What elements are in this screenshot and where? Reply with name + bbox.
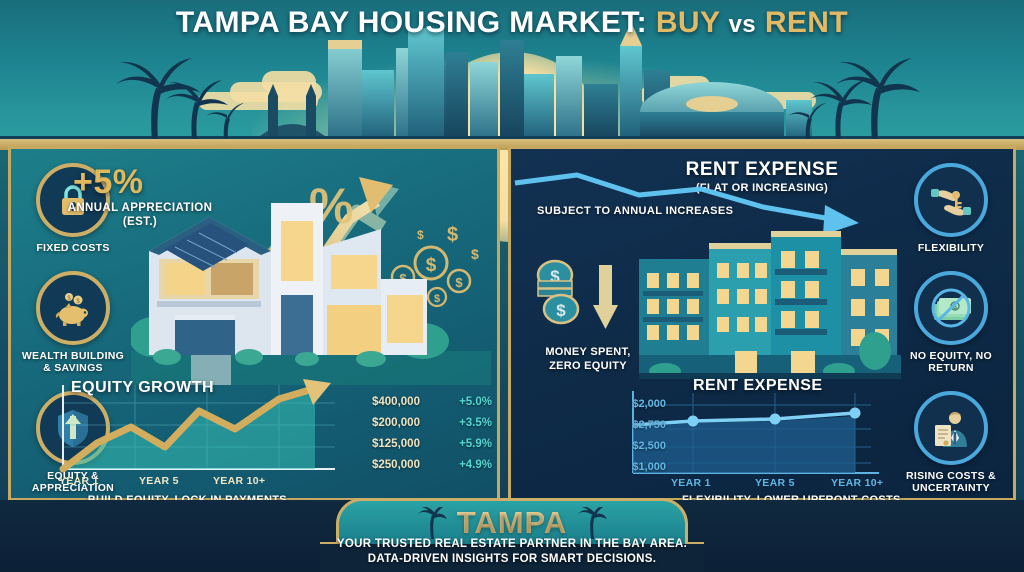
title-rent: RENT <box>764 6 849 39</box>
svg-text:$: $ <box>471 246 479 262</box>
buy-icon-label: FIXED COSTS <box>36 242 110 254</box>
footer-tagline: YOUR TRUSTED REAL ESTATE PARTNER IN THE … <box>0 537 1024 568</box>
equity-x-tick: YEAR 5 <box>139 475 179 487</box>
rent-hero-subtitle: (FLAT OR INCREASING) <box>695 182 829 194</box>
equity-stat-row: $125,000 +5.9% <box>372 438 492 450</box>
equity-stat-row: $250,000 +4.9% <box>372 459 492 471</box>
equity-stat-amount: $200,000 <box>372 417 420 429</box>
equity-stats-table: $400,000 +5.0% $200,000 +3.5% $125,000 +… <box>372 396 492 480</box>
rent-trend-arrow <box>514 172 859 235</box>
buy-icon-fixed-costs[interactable]: FIXED COSTS <box>17 163 129 255</box>
agent-contract-icon <box>914 390 988 465</box>
tagline-line-1: YOUR TRUSTED REAL ESTATE PARTNER IN THE … <box>336 537 688 550</box>
svg-text:$: $ <box>426 255 437 276</box>
rent-arrow-label: SUBJECT TO ANNUAL INCREASES <box>537 205 734 217</box>
rent-y-tick: $2,000 <box>632 398 666 410</box>
no-cash-icon: $ <box>914 270 988 345</box>
equity-x-tick: YEAR 10+ <box>213 475 266 487</box>
title-vs: vs <box>728 11 757 38</box>
rent-icon-column: FLEXIBILITY $ NO EQUITY, NO RETURN <box>895 163 1007 495</box>
rent-icon-rising-costs[interactable]: RISING COSTS & UNCERTAINTY <box>895 390 1007 495</box>
equity-stat-amount: $125,000 <box>372 438 420 450</box>
palm-tree-icon <box>577 506 608 539</box>
rent-x-tick: YEAR 5 <box>755 477 795 489</box>
equity-stat-amount: $400,000 <box>372 396 420 408</box>
rent-y-tick: $2,750 <box>632 419 666 431</box>
rent-hero-heading: RENT EXPENSE (FLAT OR INCREASING) <box>637 159 887 194</box>
piggy-bank-icon: $ $ <box>36 270 110 345</box>
svg-text:$: $ <box>550 267 560 286</box>
rent-panel: FLEXIBILITY $ NO EQUITY, NO RETURN <box>508 146 1016 520</box>
title-buy: BUY <box>655 6 720 39</box>
rent-icon-label: RISING COSTS & UNCERTAINTY <box>906 469 996 495</box>
brand-name: TAMPA <box>456 504 568 540</box>
house-and-growth-illustration: % $ $ $ $ $ $ $ <box>131 177 491 385</box>
buy-icon-label: WEALTH BUILDING & SAVINGS <box>21 349 125 375</box>
rent-x-tick: YEAR 1 <box>671 477 711 489</box>
appreciation-value: +5% <box>73 163 144 201</box>
cloud-shape <box>262 71 316 93</box>
cloud-shape <box>198 92 318 110</box>
svg-text:$: $ <box>417 228 424 242</box>
rent-icon-label: NO EQUITY, NO RETURN <box>909 349 993 375</box>
svg-text:$: $ <box>67 296 71 302</box>
rent-icon-label: FLEXIBILITY <box>917 242 985 254</box>
equity-growth-chart <box>59 379 335 473</box>
svg-text:$: $ <box>399 271 407 286</box>
equity-stat-amount: $250,000 <box>372 459 420 471</box>
equity-stat-row: $400,000 +5.0% <box>372 396 492 408</box>
equity-stat-row: $200,000 +3.5% <box>372 417 492 429</box>
buy-panel: FIXED COSTS $ $ WEALTH <box>8 146 500 520</box>
svg-text:$: $ <box>447 224 458 246</box>
badge-top-plate: TAMPA <box>336 498 688 544</box>
appreciation-label-text: ANNUAL APPRECIATION <box>67 202 213 214</box>
tagline-line-2: DATA-DRIVEN INSIGHTS FOR SMART DECISIONS… <box>367 553 657 566</box>
appreciation-sublabel: (EST.) <box>122 216 158 229</box>
equity-x-tick: YEAR 1 <box>59 475 99 487</box>
equity-stat-percent: +4.9% <box>459 459 492 471</box>
rent-chart-title: RENT EXPENSE <box>693 377 823 394</box>
svg-text:$: $ <box>556 301 566 320</box>
rent-icon-no-equity[interactable]: $ NO EQUITY, NO RETURN <box>895 270 1007 375</box>
rent-hero-title: RENT EXPENSE <box>685 159 839 180</box>
svg-text:$: $ <box>953 304 957 311</box>
rent-y-tick: $1,000 <box>632 461 666 473</box>
title-main: TAMPA BAY HOUSING MARKET: <box>175 6 648 39</box>
header-sky <box>0 0 1024 242</box>
gold-divider-strip <box>0 139 1024 150</box>
apartment-building-illustration <box>639 231 901 379</box>
buy-icon-label: EQUITY & APPRECIATION <box>31 469 115 495</box>
hand-keys-icon <box>914 163 988 237</box>
page-title: TAMPA BAY HOUSING MARKET: BUY vs RENT <box>0 6 1024 40</box>
rent-y-tick: $2,500 <box>632 440 666 452</box>
money-spent-label: MONEY SPENT, ZERO EQUITY <box>545 346 631 373</box>
svg-text:$: $ <box>76 299 80 305</box>
lock-icon <box>36 163 110 237</box>
palm-tree-icon <box>416 506 447 539</box>
svg-text:$: $ <box>455 275 463 290</box>
appreciation-label: ANNUAL APPRECIATION (EST.) <box>25 201 255 230</box>
rent-y-axis-labels: $2,000 $2,750 $2,500 $1,000 <box>604 398 666 482</box>
equity-stat-percent: +5.9% <box>459 438 492 450</box>
equity-stat-percent: +5.0% <box>459 396 492 408</box>
svg-text:$: $ <box>434 293 440 305</box>
buy-icon-wealth-building[interactable]: $ $ WEALTH BUILDING & SAVINGS <box>17 270 129 375</box>
money-spent-illustration: $ $ <box>536 259 618 329</box>
equity-chart-title: EQUITY GROWTH <box>71 379 215 396</box>
rent-x-tick: YEAR 10+ <box>831 477 884 489</box>
rent-icon-flexibility[interactable]: FLEXIBILITY <box>895 163 1007 255</box>
rent-expense-chart <box>632 391 879 474</box>
tampa-brand-badge: TAMPA <box>320 498 704 572</box>
equity-stat-percent: +3.5% <box>459 417 492 429</box>
